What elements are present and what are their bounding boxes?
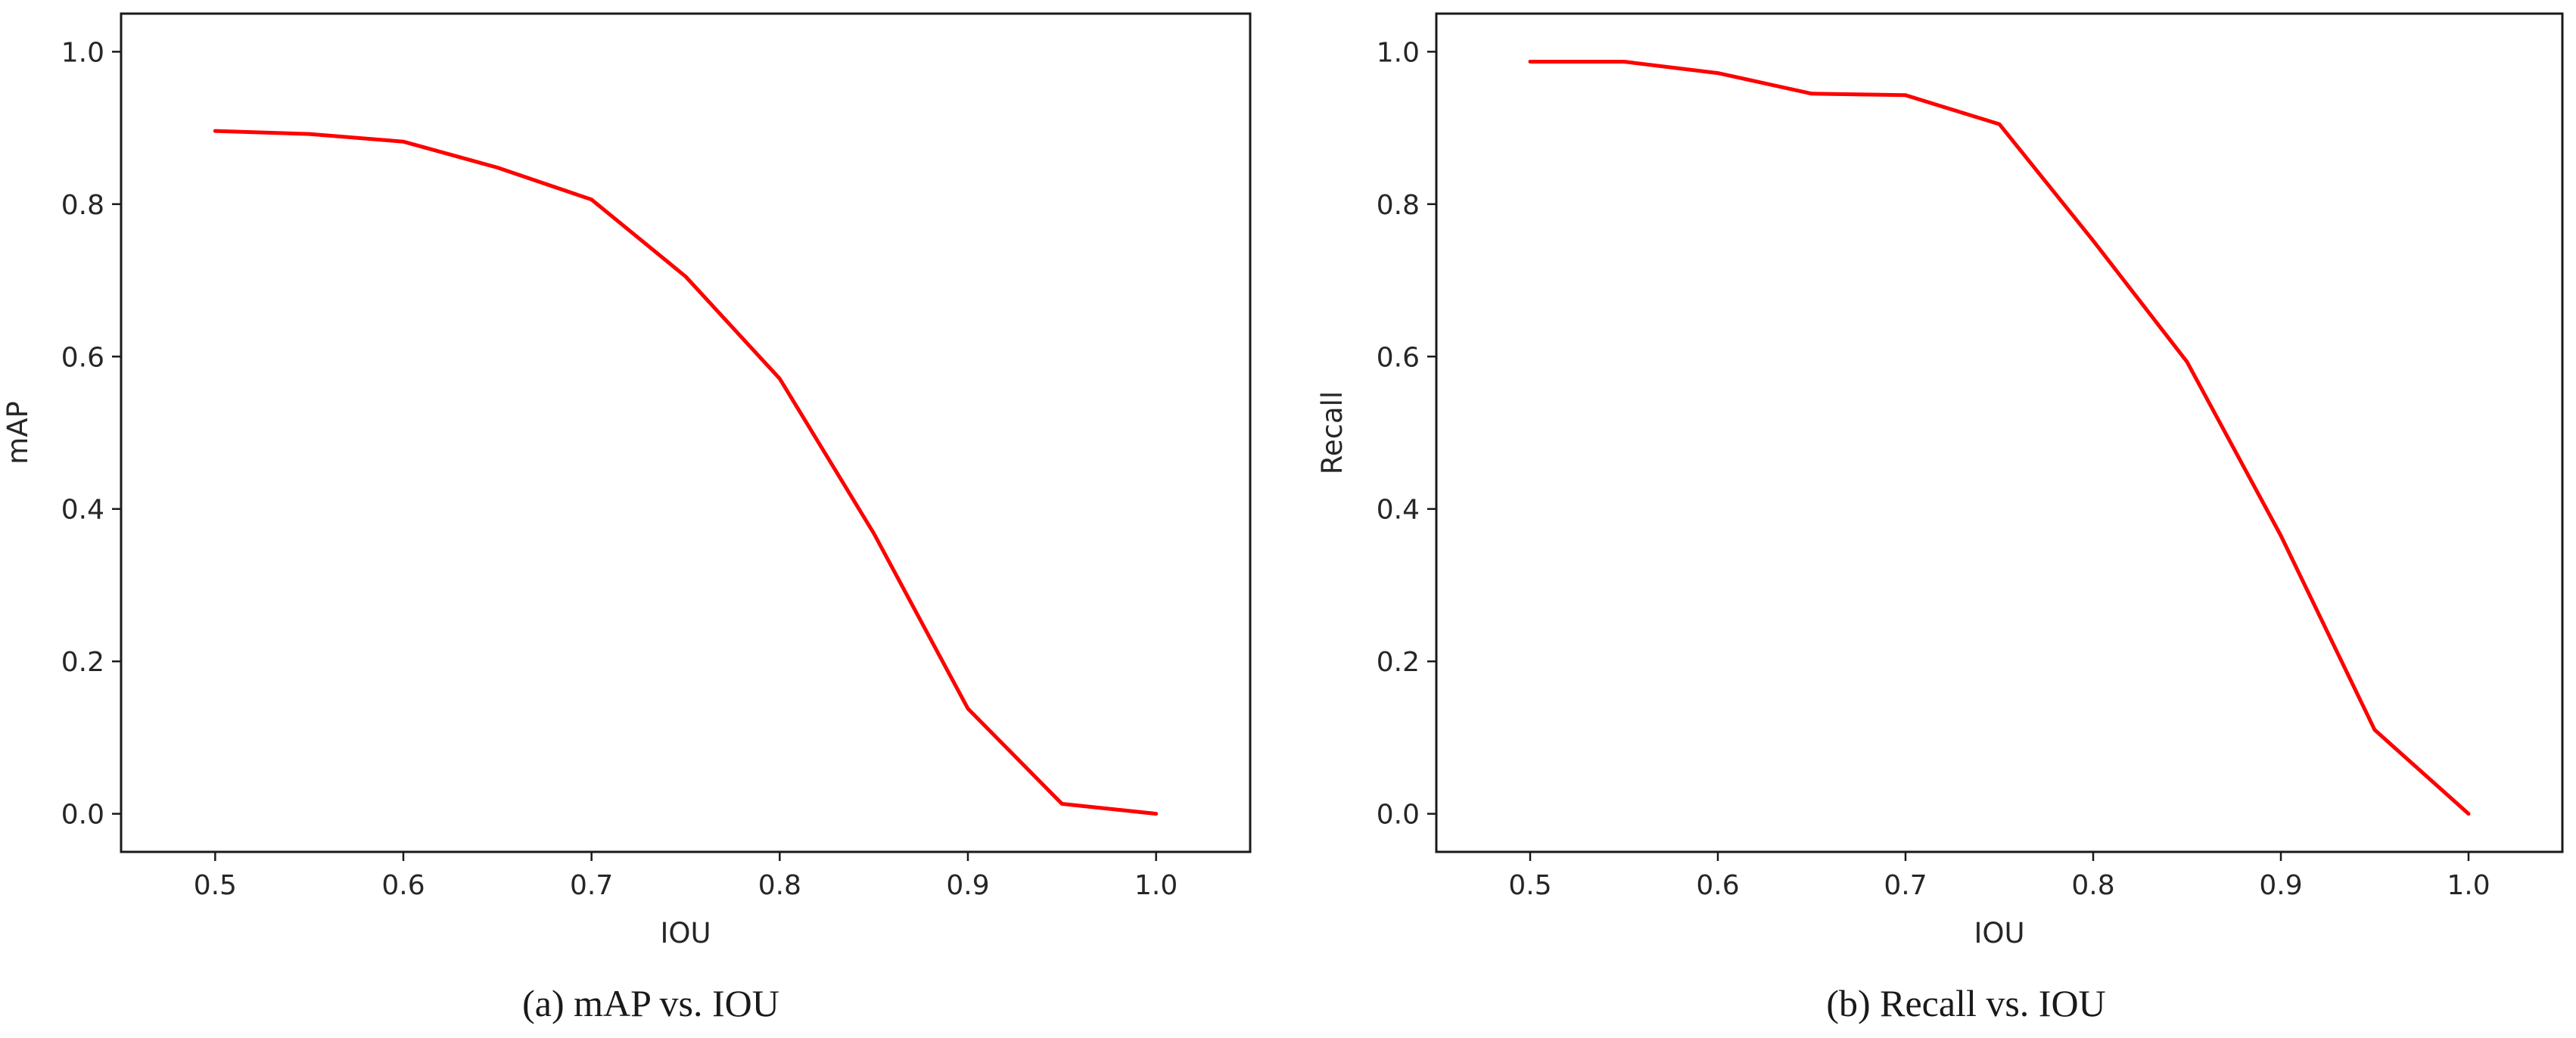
- y-tick-label: 0.4: [1377, 495, 1420, 526]
- x-tick-label: 0.5: [194, 870, 237, 901]
- y-tick-label: 0.4: [61, 495, 104, 526]
- x-tick-label: 0.5: [1508, 870, 1551, 901]
- x-tick-label: 0.6: [381, 870, 425, 901]
- x-axis-label: IOU: [1974, 917, 2024, 949]
- y-axis-label: mAP: [2, 401, 34, 465]
- y-tick-label: 0.0: [61, 800, 104, 831]
- y-axis-label: Recall: [1316, 391, 1349, 474]
- x-tick-label: 1.0: [1134, 870, 1178, 901]
- y-tick-label: 0.6: [1377, 342, 1420, 373]
- x-tick-label: 0.7: [1884, 870, 1927, 901]
- y-tick-label: 1.0: [61, 37, 104, 68]
- y-tick-label: 0.0: [1377, 800, 1420, 831]
- figure-caption: (a) mAP vs. IOU: [522, 982, 779, 1024]
- x-tick-label: 0.7: [570, 870, 613, 901]
- chart-panel-0: 0.5 0.6 0.7 0.8 0.9 1.0 0.0 0.2 0.4 0.6 0.8 1.0 IOU m…: [2, 12, 1252, 1024]
- y-tick-label: 0.6: [61, 342, 104, 373]
- series-line: [213, 129, 1159, 816]
- plot-frame: [120, 12, 1252, 853]
- x-tick-label: 1.0: [2447, 870, 2490, 901]
- y-tick-label: 0.8: [1377, 190, 1420, 221]
- plot-frame: [1435, 12, 2564, 853]
- y-tick-label: 1.0: [1377, 37, 1420, 68]
- series-line: [1528, 60, 2471, 816]
- x-axis-label: IOU: [660, 917, 711, 949]
- chart-panel-1: 0.5 0.6 0.7 0.8 0.9 1.0 0.0 0.2 0.4 0.6 0.8 1.0 IOU R…: [1316, 12, 2564, 1024]
- x-tick-label: 0.9: [946, 870, 989, 901]
- y-tick-label: 0.2: [61, 647, 104, 678]
- x-tick-label: 0.8: [2071, 870, 2114, 901]
- x-tick-label: 0.9: [2259, 870, 2302, 901]
- x-tick-label: 0.6: [1696, 870, 1739, 901]
- figure-caption: (b) Recall vs. IOU: [1826, 982, 2105, 1024]
- x-tick-label: 0.8: [758, 870, 801, 901]
- y-tick-label: 0.2: [1377, 647, 1420, 678]
- y-tick-label: 0.8: [61, 190, 104, 221]
